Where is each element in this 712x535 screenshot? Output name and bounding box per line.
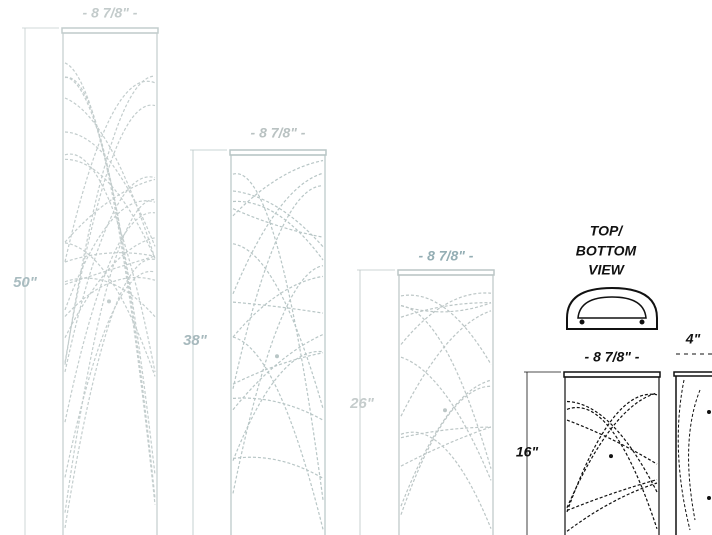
pattern-line — [64, 237, 156, 338]
width-label: - 8 7/8" - — [419, 248, 474, 264]
height-label: 16" — [516, 444, 539, 460]
pattern-line — [64, 158, 156, 259]
mount-point — [609, 454, 613, 459]
fixtures — [22, 27, 661, 535]
pattern-line — [400, 302, 492, 318]
pattern-line — [400, 426, 492, 467]
pattern-line — [232, 173, 324, 500]
pattern-line — [64, 252, 156, 263]
fixture-body — [564, 376, 660, 535]
pattern-line — [64, 80, 156, 262]
fixture-cap — [563, 371, 661, 378]
pattern-line — [232, 456, 324, 479]
side-view — [673, 353, 712, 535]
pattern-line — [64, 270, 156, 478]
pattern-line — [64, 178, 156, 243]
fixture-cap — [229, 149, 327, 156]
mount-point — [443, 408, 447, 413]
pattern-line — [232, 185, 324, 389]
mount-point — [107, 299, 111, 304]
pattern-line — [64, 76, 156, 475]
side-width-label: 4" — [685, 331, 701, 347]
pattern-line — [400, 385, 492, 515]
pattern-line — [400, 310, 492, 417]
pattern-line — [232, 200, 324, 261]
pattern-line — [64, 212, 156, 423]
pattern-line — [64, 62, 156, 505]
pattern-line — [232, 275, 324, 338]
pattern-line — [400, 379, 492, 507]
fixture-cap — [397, 269, 495, 276]
pattern-line — [232, 190, 324, 248]
pattern-line — [400, 294, 492, 365]
pattern-line — [232, 172, 324, 295]
pattern-line — [64, 276, 156, 317]
pattern-line — [400, 292, 492, 345]
pattern-line — [232, 301, 324, 314]
fixture-body — [398, 274, 494, 535]
pattern-line — [232, 159, 324, 217]
top-view-label: VIEW — [588, 262, 626, 278]
pattern-line — [232, 208, 324, 238]
pattern-line — [232, 333, 324, 411]
top-view-shape — [566, 286, 658, 330]
pattern-line — [64, 258, 156, 528]
pattern-line — [566, 482, 658, 532]
height-label: 38" — [183, 332, 208, 349]
pattern-line — [64, 255, 156, 285]
height-label: 26" — [349, 395, 375, 412]
pattern-line — [232, 265, 324, 494]
pattern-line — [64, 242, 156, 377]
pattern-line — [64, 104, 156, 363]
pattern-line — [566, 392, 658, 508]
width-label: - 8 7/8" - — [83, 5, 138, 21]
top-view-label: TOP/ — [590, 223, 625, 239]
pattern-line — [64, 97, 156, 259]
pattern-line — [566, 400, 658, 493]
fixture-cap — [61, 27, 159, 34]
fixture-body — [230, 154, 326, 535]
pattern-line — [64, 200, 156, 311]
pattern-line — [566, 393, 658, 513]
pattern-line — [232, 397, 324, 421]
pattern-line — [64, 198, 156, 513]
pattern-line — [400, 426, 492, 439]
pattern-line — [400, 356, 492, 481]
pattern-line — [566, 419, 658, 465]
pattern-line — [566, 479, 658, 512]
pattern-line — [232, 352, 324, 385]
top-view-label: BOTTOM — [576, 243, 637, 259]
pattern-line — [232, 351, 324, 461]
pattern-line — [400, 431, 492, 529]
pattern-line — [64, 131, 156, 247]
pattern-line — [64, 153, 156, 373]
height-label: 50" — [13, 274, 38, 291]
width-label: - 8 7/8" - — [251, 125, 306, 141]
mount-point — [275, 354, 279, 359]
pattern-line — [566, 407, 658, 529]
pattern-line — [232, 243, 324, 409]
pattern-line — [232, 336, 324, 530]
pattern-line — [400, 305, 492, 469]
fixture-body — [62, 32, 158, 535]
pattern-line — [400, 302, 492, 313]
width-label: - 8 7/8" - — [585, 349, 640, 365]
